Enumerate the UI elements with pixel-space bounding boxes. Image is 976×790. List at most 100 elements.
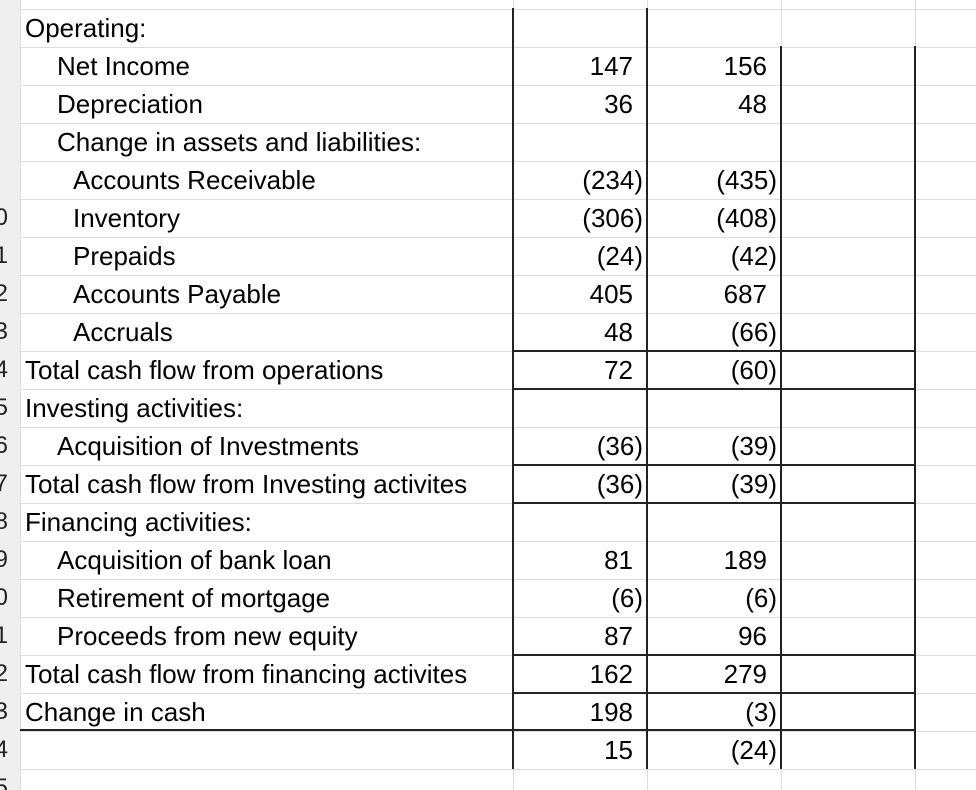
row-header: 4	[0, 356, 8, 383]
row-label: Accounts Receivable	[73, 165, 316, 195]
grid-line	[20, 237, 976, 238]
value-cell: 189	[723, 545, 767, 575]
grid-line	[20, 465, 976, 466]
grid-line	[20, 199, 976, 200]
row-label: Inventory	[73, 203, 180, 233]
value-cell: (6)	[611, 583, 643, 613]
grid-line	[20, 503, 976, 504]
row-label: Change in cash	[25, 697, 206, 727]
value-cell: (36)	[596, 431, 643, 461]
value-cell: (3)	[745, 697, 777, 727]
grid-line	[20, 541, 976, 542]
row-header: 1	[0, 622, 8, 649]
row-label: Depreciation	[57, 89, 203, 119]
grid-line	[20, 9, 976, 10]
border	[20, 729, 916, 731]
value-cell: (39)	[730, 469, 777, 499]
grid-line	[20, 617, 976, 618]
row-header: 0	[0, 204, 8, 231]
value-cell: (60)	[730, 355, 777, 385]
border	[780, 46, 782, 769]
row-label: Acquisition of bank loan	[57, 545, 332, 575]
row-header: 6	[0, 432, 8, 459]
grid-line	[20, 123, 976, 124]
row-label: Operating:	[25, 13, 147, 43]
row-label: Total cash flow from operations	[25, 355, 384, 385]
row-header: 0	[0, 584, 8, 611]
row-header: 1	[0, 242, 8, 269]
value-cell: (36)	[596, 469, 643, 499]
value-cell: 36	[604, 89, 633, 119]
grid-line	[20, 427, 976, 428]
grid-line	[20, 389, 976, 390]
row-label: Investing activities:	[25, 393, 244, 423]
value-cell: (24)	[730, 735, 777, 765]
row-header: 5	[0, 774, 8, 790]
value-cell: 72	[604, 355, 633, 385]
value-cell: (6)	[745, 583, 777, 613]
row-label: Accounts Payable	[73, 279, 282, 309]
row-header: 8	[0, 508, 8, 535]
grid-line	[20, 0, 21, 790]
row-label: Acquisition of Investments	[57, 431, 360, 461]
value-cell: 96	[738, 621, 767, 651]
border	[513, 464, 916, 466]
row-label: Financing activities:	[25, 507, 252, 537]
row-label: Net Income	[57, 51, 190, 81]
border	[513, 654, 916, 656]
row-header: 5	[0, 394, 8, 421]
value-cell: 48	[738, 89, 767, 119]
value-cell: (24)	[596, 241, 643, 271]
row-header: 2	[0, 280, 8, 307]
row-label: Prepaids	[73, 241, 176, 271]
row-label: Total cash flow from Investing activites	[25, 469, 468, 499]
value-cell: (234)	[582, 165, 643, 195]
grid-line	[20, 579, 976, 580]
row-label: Total cash flow from financing activites	[25, 659, 468, 689]
value-cell: (306)	[582, 203, 643, 233]
grid-line	[20, 85, 976, 86]
grid-line	[20, 731, 976, 732]
value-cell: 147	[589, 51, 633, 81]
value-cell: 279	[723, 659, 767, 689]
row-header: 4	[0, 736, 8, 763]
grid-line	[20, 655, 976, 656]
border	[513, 502, 916, 504]
grid-line	[20, 693, 976, 694]
value-cell: 162	[589, 659, 633, 689]
value-cell: 15	[604, 735, 633, 765]
value-cell: (66)	[730, 317, 777, 347]
row-header: 7	[0, 470, 8, 497]
row-label: Retirement of mortgage	[57, 583, 331, 613]
row-label: Change in assets and liabilities:	[57, 127, 422, 157]
row-header: 3	[0, 318, 8, 345]
grid-line	[20, 351, 976, 352]
value-cell: 48	[604, 317, 633, 347]
border	[513, 350, 916, 352]
value-cell: (39)	[730, 431, 777, 461]
grid-line	[20, 313, 976, 314]
value-cell: 687	[723, 279, 767, 309]
value-cell: (42)	[730, 241, 777, 271]
grid-line	[20, 161, 976, 162]
value-cell: (435)	[716, 165, 777, 195]
border	[513, 692, 916, 694]
value-cell: 405	[589, 279, 633, 309]
row-header: 9	[0, 546, 8, 573]
value-cell: 198	[589, 697, 633, 727]
row-header: 2	[0, 660, 8, 687]
value-cell: 156	[723, 51, 767, 81]
border	[914, 46, 916, 769]
grid-line	[20, 769, 976, 770]
grid-line	[20, 47, 976, 48]
row-label: Proceeds from new equity	[57, 621, 358, 651]
row-header: 3	[0, 698, 8, 725]
value-cell: 87	[604, 621, 633, 651]
value-cell: 81	[604, 545, 633, 575]
border	[513, 388, 916, 390]
row-label: Accruals	[73, 317, 173, 347]
grid-line	[20, 275, 976, 276]
value-cell: (408)	[716, 203, 777, 233]
